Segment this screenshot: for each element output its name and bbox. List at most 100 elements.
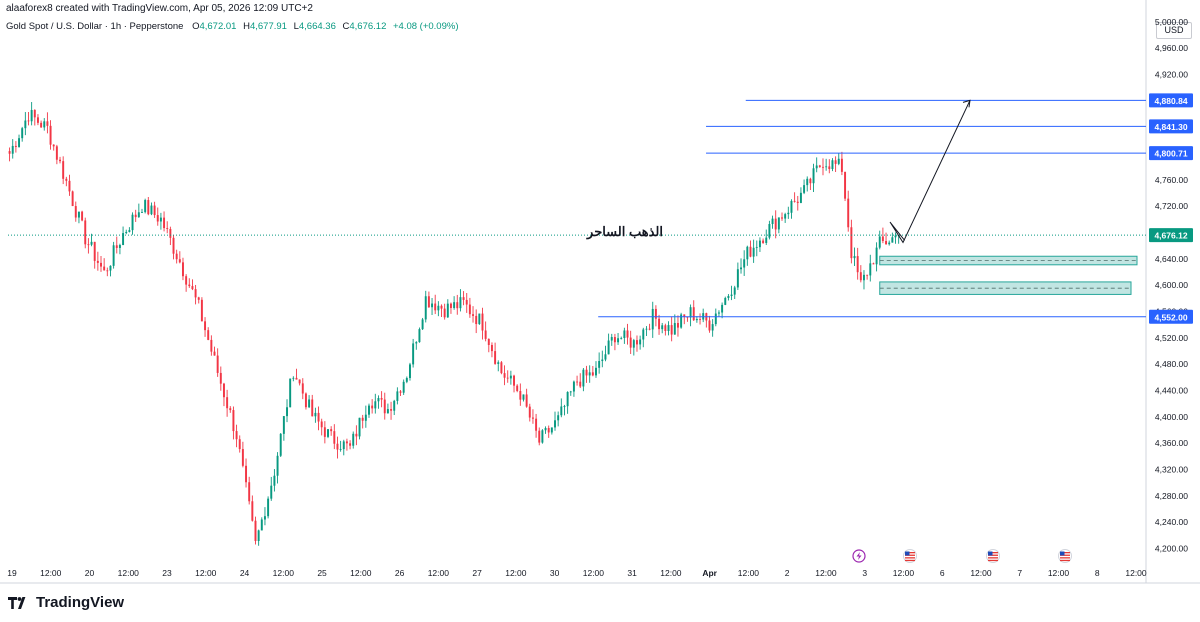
candle-body: [352, 433, 355, 446]
candle-body: [163, 217, 166, 229]
candle-body: [355, 433, 358, 437]
candle-body: [52, 144, 55, 147]
candle-body: [544, 428, 547, 431]
candle-body: [894, 235, 897, 238]
candle-body: [178, 259, 181, 263]
us-flag-stripe: [1060, 554, 1070, 556]
candle-body: [8, 151, 11, 154]
candle-body: [456, 302, 459, 309]
candle-body: [629, 337, 632, 348]
candle-body: [743, 259, 746, 268]
candle-body: [219, 372, 222, 384]
time-tick-label: 6: [940, 568, 945, 578]
candle-body: [724, 297, 727, 305]
candle-body: [286, 407, 288, 417]
price-tick-label: 4,760.00: [1155, 175, 1188, 185]
us-flag-canton: [1060, 551, 1065, 556]
candle-body: [758, 240, 761, 248]
candle-body: [55, 146, 58, 160]
candle-body: [572, 381, 575, 392]
creator-credit: alaaforex8 created with TradingView.com,…: [6, 3, 313, 14]
candle-body: [617, 338, 620, 343]
candle-body: [191, 286, 194, 290]
candle-body: [361, 417, 364, 421]
candle-body: [762, 240, 765, 243]
candle-body: [878, 236, 881, 248]
candle-body: [21, 128, 24, 139]
candle-body: [506, 377, 509, 379]
candle-body: [727, 296, 730, 298]
candle-body: [175, 253, 178, 260]
close-value: 4,676.12: [349, 21, 387, 32]
candle-body: [216, 355, 219, 373]
candle-body: [84, 220, 87, 245]
candle-body: [62, 161, 65, 179]
time-tick-label: 12:00: [118, 568, 140, 578]
candle-body: [844, 171, 847, 199]
candle-body: [648, 328, 651, 330]
candle-body: [147, 200, 150, 215]
event-markers[interactable]: [852, 549, 1072, 563]
high-value: 4,677.91: [249, 21, 287, 32]
price-tick-label: 4,920.00: [1155, 70, 1188, 80]
candle-body: [393, 400, 396, 411]
projection-path: [889, 100, 971, 244]
brand-name: TradingView: [36, 594, 125, 611]
price-tick-label: 4,480.00: [1155, 359, 1188, 369]
price-tick-label: 4,280.00: [1155, 491, 1188, 501]
candle-body: [446, 303, 449, 318]
candle-body: [345, 441, 348, 444]
lightning-event-glyph: [856, 552, 862, 560]
candle-body: [213, 351, 216, 356]
time-tick-label: 23: [162, 568, 172, 578]
candle-body: [358, 417, 361, 437]
candle-body: [465, 299, 468, 305]
candle-body: [676, 323, 679, 328]
candle-body: [349, 443, 352, 446]
high-label: H: [243, 21, 250, 32]
time-axis[interactable]: 19 12:00 20 12:00 23 12:00 24 12:00 25 12:00 26 12:…: [7, 568, 1147, 578]
candle-body: [721, 304, 724, 313]
candle-body: [415, 342, 418, 344]
candle-body: [131, 214, 134, 231]
time-tick-label: 20: [85, 568, 95, 578]
us-flag-stripe: [1060, 557, 1070, 559]
candle-body: [610, 337, 613, 341]
candle-body: [368, 405, 370, 415]
time-tick-label: 3: [862, 568, 867, 578]
candle-body: [248, 482, 251, 502]
candle-body: [803, 185, 806, 193]
candle-body: [598, 361, 601, 368]
candle-body: [320, 421, 323, 428]
candle-body: [260, 519, 263, 531]
candle-body: [371, 405, 374, 409]
candle-body: [490, 344, 493, 352]
tradingview-logo[interactable]: TradingView: [8, 594, 124, 611]
candle-body: [263, 516, 266, 520]
candle-body: [771, 218, 774, 225]
candle-body: [522, 394, 525, 400]
candle-body: [390, 409, 393, 411]
symbol-title[interactable]: Gold Spot / U.S. Dollar · 1h · Peppersto…: [6, 21, 184, 32]
level-price-label: 4,552.00: [1154, 312, 1187, 322]
candle-body: [607, 340, 610, 355]
candle-body: [714, 313, 717, 325]
candle-body: [327, 429, 329, 437]
candle-body: [204, 321, 207, 331]
time-tick-label: 12:00: [815, 568, 837, 578]
price-tick-label: 4,640.00: [1155, 254, 1188, 264]
candle-body: [141, 212, 143, 213]
time-tick-label: 19: [7, 568, 17, 578]
us-flag-stripe: [1060, 552, 1070, 554]
candle-body: [869, 263, 872, 276]
price-axis[interactable]: 4,200.00 4,240.00 4,280.00 4,320.00 4,360.00…: [1149, 17, 1193, 554]
candle-body: [639, 339, 642, 345]
level-price-label: 4,800.71: [1154, 149, 1187, 159]
us-flag-canton: [988, 551, 993, 556]
candle-body: [87, 244, 90, 246]
currency-button[interactable]: USD: [1156, 22, 1192, 39]
candle-body: [166, 228, 169, 229]
candle-body: [424, 296, 427, 320]
